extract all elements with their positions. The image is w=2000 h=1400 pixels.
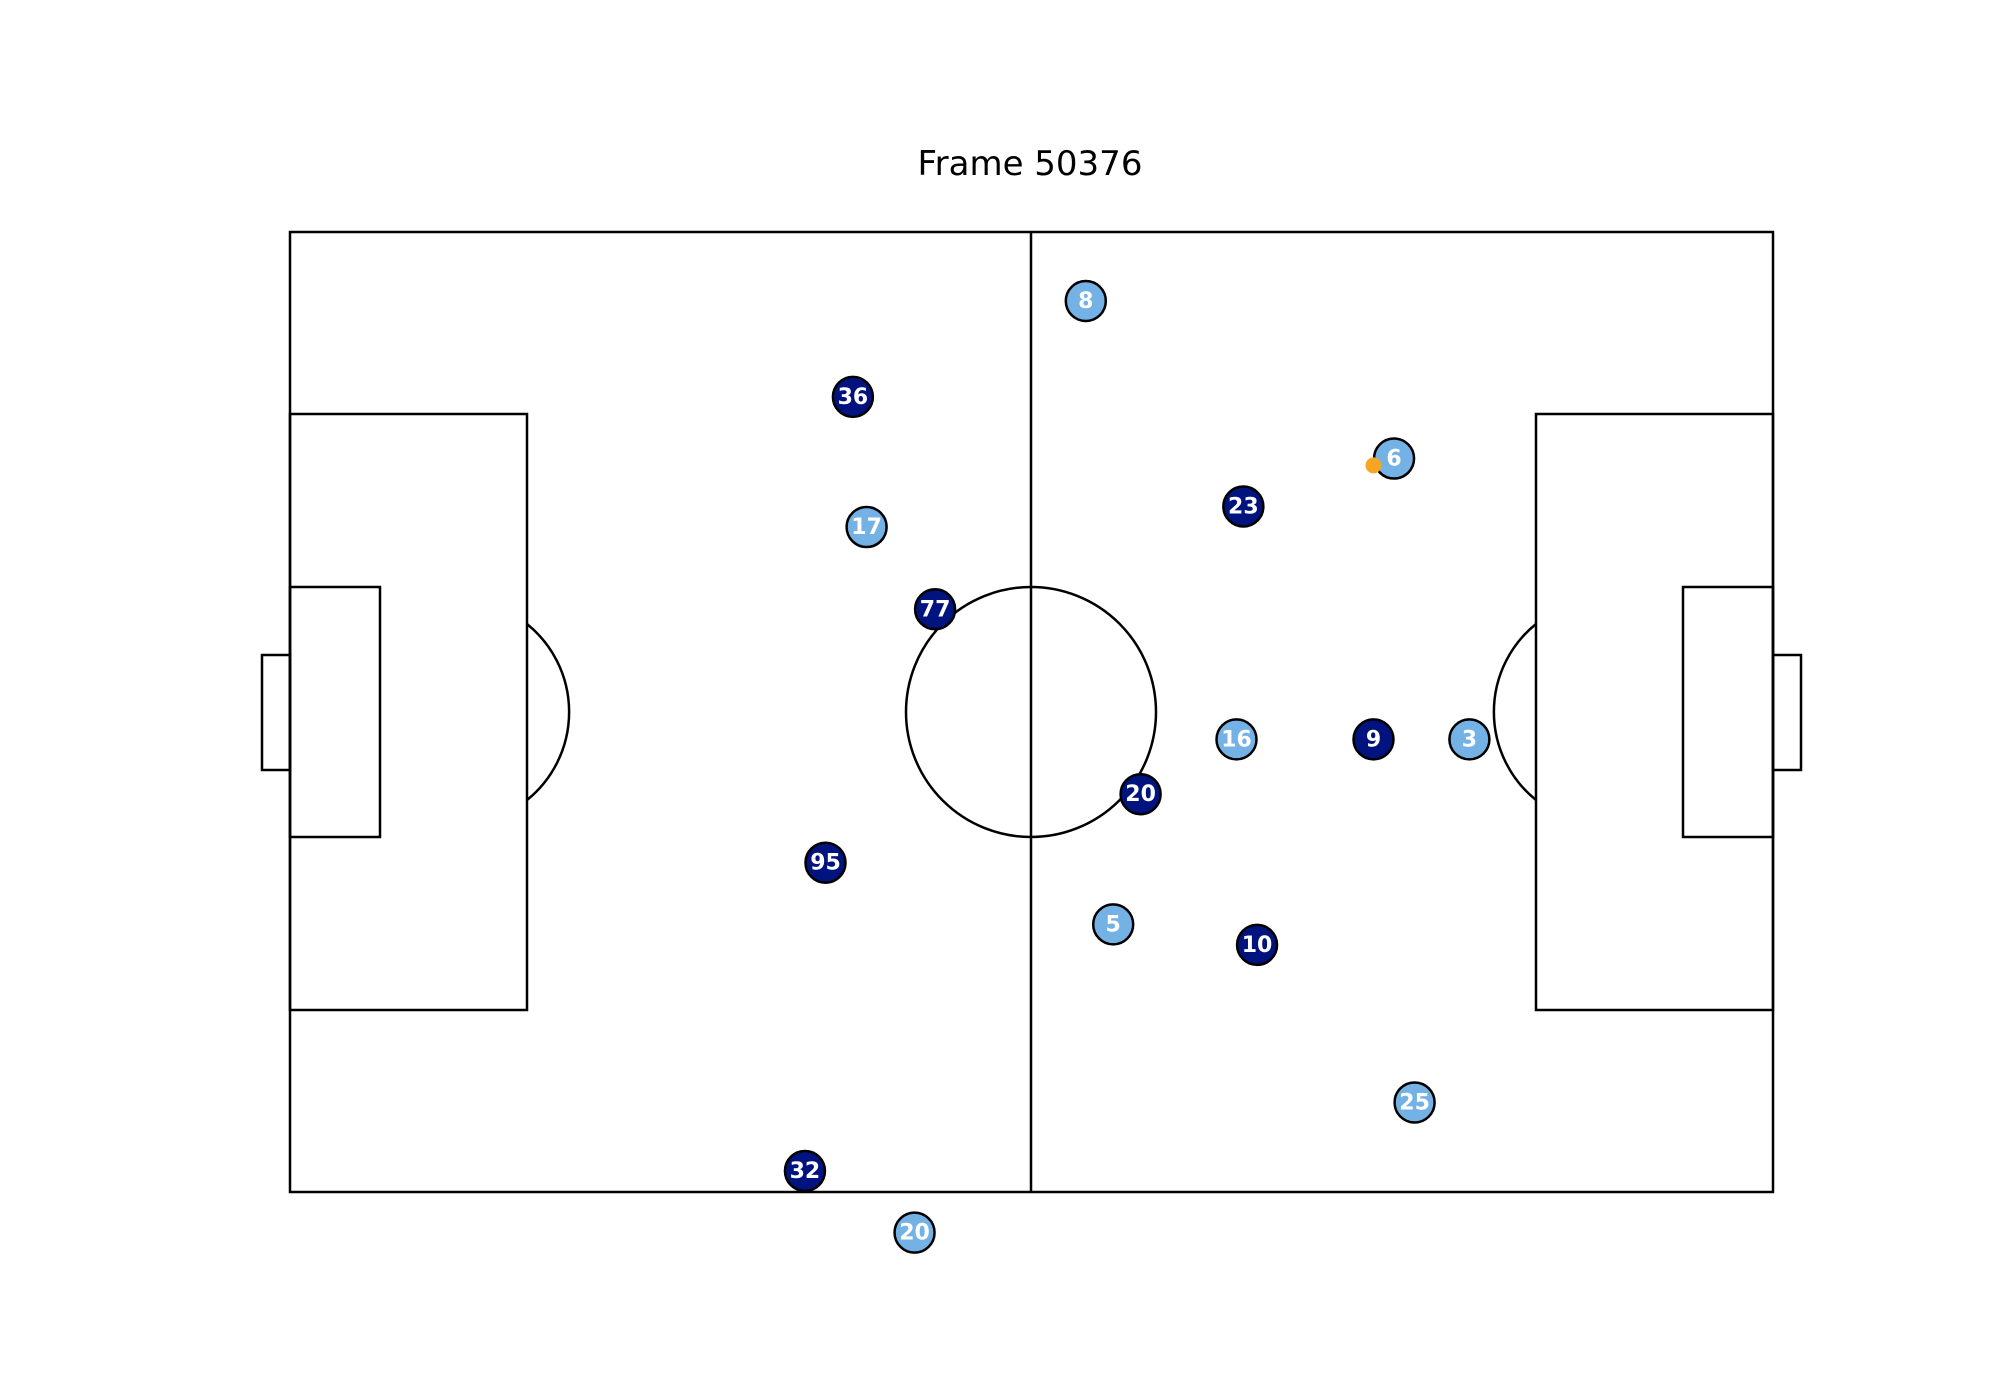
player-number: 5	[1106, 912, 1121, 937]
player-circle	[1448, 718, 1491, 761]
player-number: 3	[1462, 727, 1477, 752]
player-circle	[1235, 923, 1279, 967]
player-circle	[1222, 485, 1265, 528]
player-marker-light-16: 16	[1215, 718, 1258, 761]
player-circle	[831, 375, 875, 419]
player-marker-dark-36: 36	[831, 375, 875, 419]
player-circle	[845, 505, 888, 549]
player-number: 95	[810, 851, 841, 876]
player-marker-dark-95: 95	[804, 841, 847, 884]
player-circle	[913, 588, 957, 631]
player-number: 20	[1125, 782, 1156, 807]
players-layer: 8 6 17 16 3 5 25 20 36 77 23 20 9 95 10 32	[783, 279, 1491, 1254]
player-number: 77	[920, 597, 951, 622]
player-marker-light-25: 25	[1393, 1081, 1436, 1124]
player-marker-light-3: 3	[1448, 718, 1491, 761]
right-penalty-arc	[1492, 623, 1537, 801]
player-circle	[1064, 279, 1108, 323]
player-number: 36	[838, 385, 869, 410]
player-number: 32	[790, 1159, 821, 1184]
player-number: 10	[1242, 933, 1273, 958]
player-marker-light-5: 5	[1091, 903, 1135, 946]
player-number: 25	[1399, 1090, 1430, 1115]
player-number: 8	[1078, 289, 1093, 314]
right-goal	[1771, 653, 1803, 772]
left-goal	[260, 653, 292, 772]
centre-circle	[904, 585, 1158, 839]
player-marker-dark-9: 9	[1352, 718, 1395, 761]
figure-title: Frame 50376	[918, 144, 1143, 184]
player-marker-light-20: 20	[893, 1211, 936, 1254]
player-marker-dark-23: 23	[1222, 485, 1265, 528]
player-number: 9	[1366, 727, 1381, 752]
player-circle	[804, 841, 847, 884]
player-circle	[1352, 718, 1395, 761]
player-marker-dark-77: 77	[913, 588, 957, 631]
player-circle	[783, 1149, 827, 1193]
player-marker-dark-10: 10	[1235, 923, 1279, 967]
player-circle	[1119, 772, 1162, 816]
player-marker-light-17: 17	[845, 505, 888, 549]
player-circle	[893, 1211, 936, 1254]
player-marker-light-6: 6	[1372, 437, 1416, 480]
player-marker-dark-20: 20	[1119, 772, 1162, 816]
left-penalty-arc	[526, 623, 571, 801]
player-number: 23	[1228, 495, 1259, 520]
ball-layer	[1365, 457, 1382, 474]
player-marker-light-8: 8	[1064, 279, 1108, 323]
player-marker-dark-32: 32	[783, 1149, 827, 1193]
player-number: 17	[851, 515, 882, 540]
player-number: 16	[1221, 727, 1252, 752]
player-circle	[1215, 718, 1258, 761]
player-number: 20	[899, 1221, 930, 1246]
ball-marker	[1365, 457, 1382, 474]
player-circle	[1393, 1081, 1436, 1124]
player-number: 6	[1386, 447, 1401, 472]
player-circle	[1091, 903, 1135, 946]
pitch-lines	[260, 230, 1803, 1194]
